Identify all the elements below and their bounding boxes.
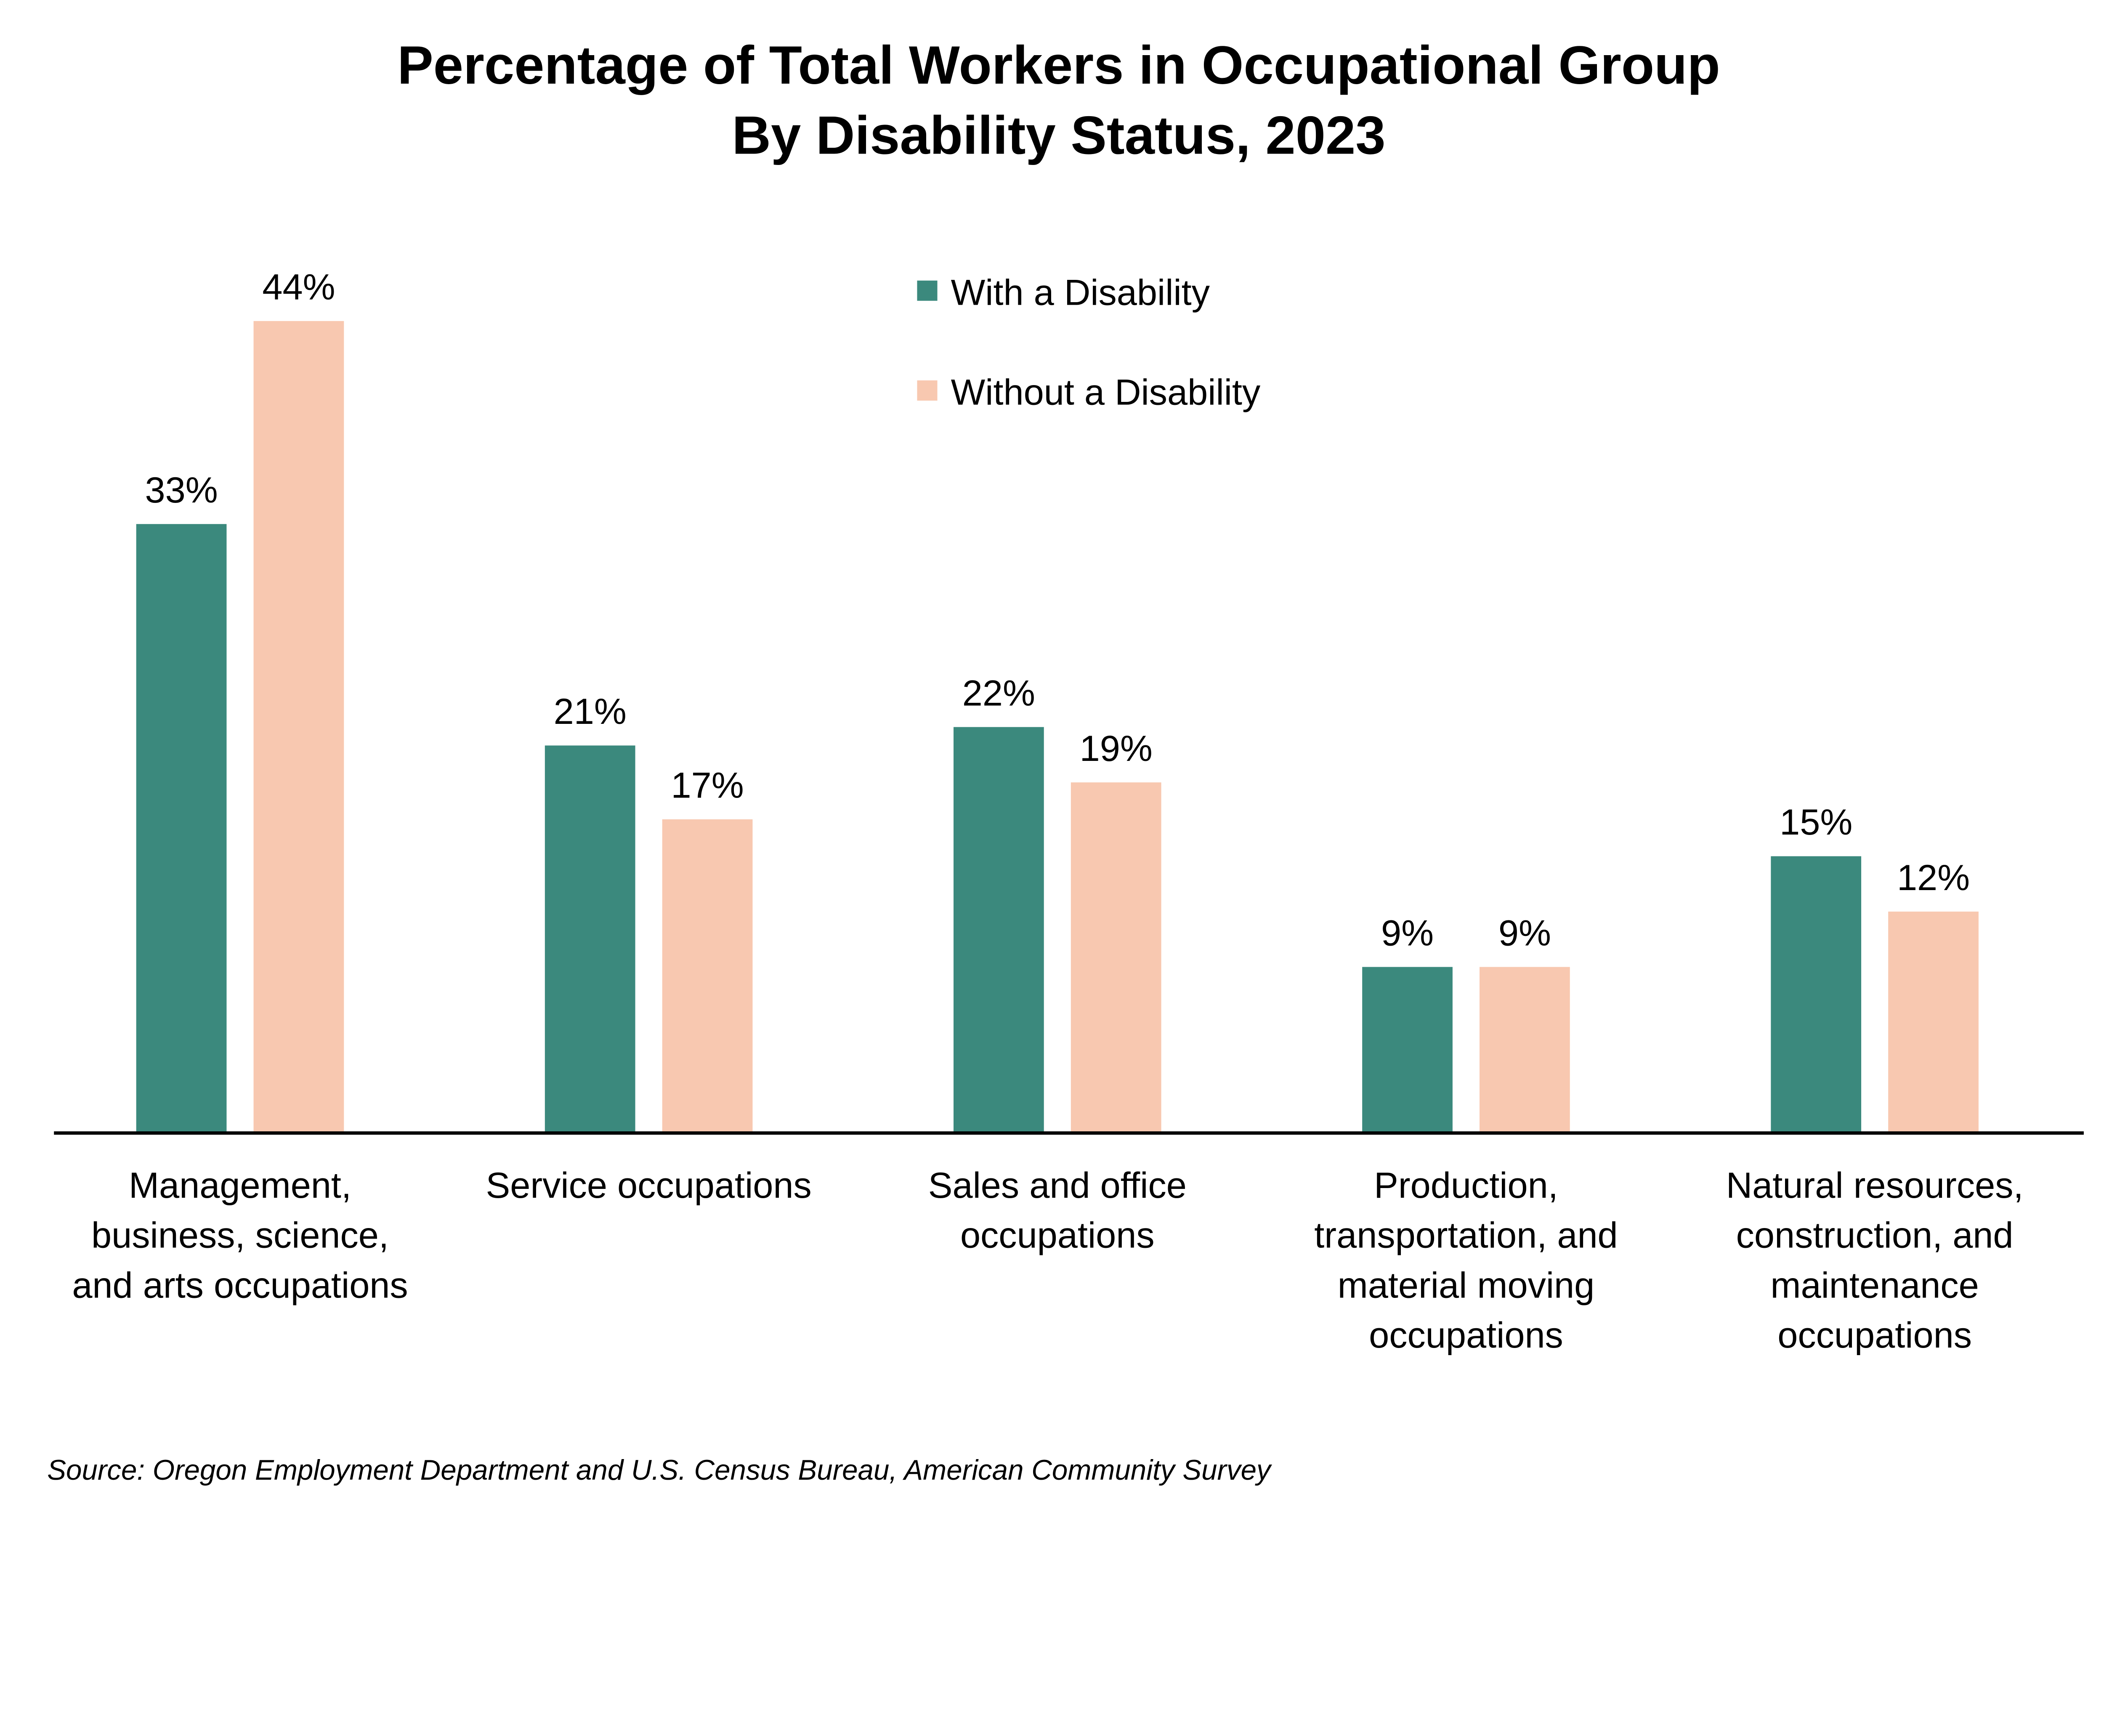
legend: With a Disability Without a Disability xyxy=(917,272,1261,413)
data-label: 22% xyxy=(962,673,1035,713)
bar-without-disability xyxy=(1480,967,1570,1133)
category-label: maintenance xyxy=(1770,1265,1979,1305)
source-note: Source: Oregon Employment Department and… xyxy=(47,1454,1272,1486)
bar-with-disability xyxy=(545,745,635,1133)
legend-label-with-disability: With a Disability xyxy=(951,272,1210,313)
bar-without-disability xyxy=(253,321,344,1133)
bar-with-disability xyxy=(1362,967,1453,1133)
data-label: 17% xyxy=(671,766,744,806)
legend-swatch-with-disability xyxy=(917,280,938,301)
category-label: material moving xyxy=(1338,1265,1595,1305)
bar-without-disability xyxy=(1071,782,1161,1133)
category-label: transportation, and xyxy=(1314,1215,1618,1256)
data-label: 9% xyxy=(1498,913,1551,953)
data-label: 19% xyxy=(1080,728,1153,769)
data-label: 9% xyxy=(1381,913,1434,953)
legend-swatch-without-disability xyxy=(917,380,938,401)
category-label: Service occupations xyxy=(486,1165,812,1206)
bar-with-disability xyxy=(954,727,1044,1133)
bar-chart: Percentage of Total Workers in Occupatio… xyxy=(47,35,2084,1486)
bars: 33% 44% 21% 17% 22% 19% 9% 9% 15% 12% xyxy=(136,267,1979,1133)
category-label: business, science, xyxy=(91,1215,389,1256)
bar-with-disability xyxy=(1771,856,1862,1133)
category-label: occupations xyxy=(960,1215,1155,1256)
category-label: occupations xyxy=(1777,1315,1972,1356)
category-label: Natural resources, xyxy=(1726,1165,2024,1206)
category-labels: Management, business, science, and arts oc… xyxy=(72,1165,2023,1356)
data-label: 44% xyxy=(262,267,335,308)
bar-without-disability xyxy=(1888,912,1979,1133)
category-label: Management, xyxy=(129,1165,351,1206)
chart-title: Percentage of Total Workers in Occupatio… xyxy=(397,35,1720,96)
legend-label-without-disability: Without a Disability xyxy=(951,372,1261,413)
category-label: construction, and xyxy=(1736,1215,2014,1256)
data-label: 15% xyxy=(1780,802,1852,843)
category-label: Production, xyxy=(1374,1165,1558,1206)
data-label: 21% xyxy=(554,691,627,732)
category-label: and arts occupations xyxy=(72,1265,408,1305)
data-label: 33% xyxy=(145,470,218,510)
category-label: Sales and office xyxy=(928,1165,1187,1206)
data-label: 12% xyxy=(1897,858,1970,898)
bar-with-disability xyxy=(136,524,227,1133)
chart-subtitle: By Disability Status, 2023 xyxy=(732,105,1385,165)
category-label: occupations xyxy=(1369,1315,1563,1356)
bar-without-disability xyxy=(662,819,753,1133)
